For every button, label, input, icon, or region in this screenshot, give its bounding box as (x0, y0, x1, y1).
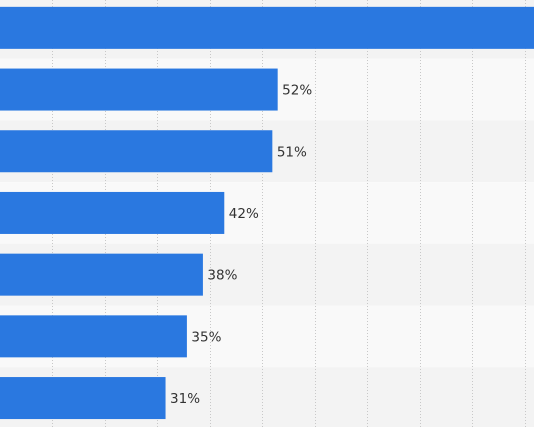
data-label: 31% (170, 391, 200, 407)
bar (0, 6, 534, 49)
data-label: 35% (191, 329, 221, 345)
data-label: 38% (207, 268, 237, 284)
bar (0, 130, 273, 173)
data-labels: 52% 51% 42% 38% 35% 31% (170, 83, 312, 407)
bar (0, 315, 187, 358)
bar (0, 191, 225, 234)
bar (0, 253, 203, 296)
bars (0, 6, 534, 420)
bar (0, 377, 166, 420)
data-label: 51% (277, 144, 307, 160)
data-label: 42% (229, 206, 259, 222)
bar (0, 68, 278, 111)
data-label: 52% (282, 83, 312, 99)
